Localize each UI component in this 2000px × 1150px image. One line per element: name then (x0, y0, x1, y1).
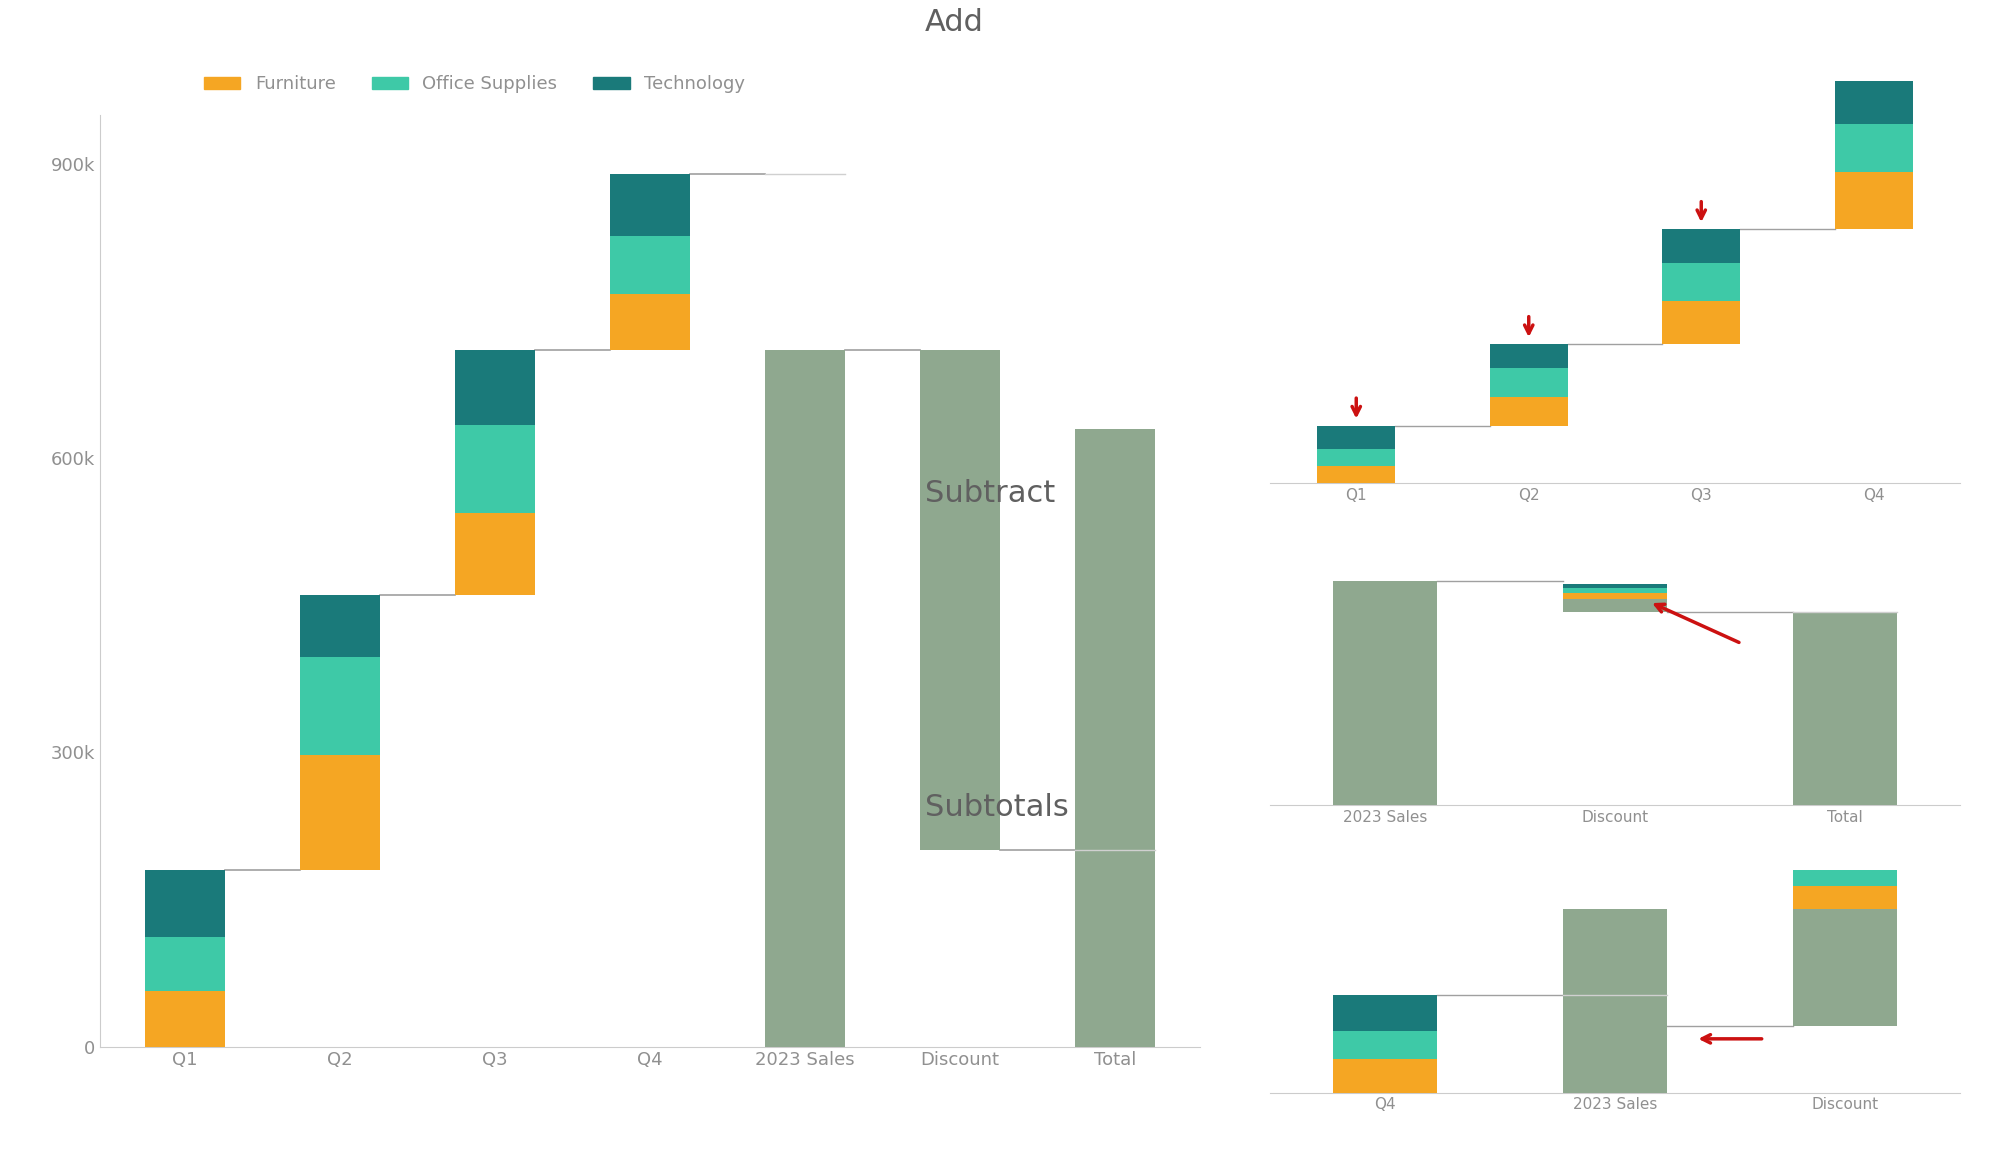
Text: Subtotals: Subtotals (924, 793, 1068, 822)
Bar (1794, 908, 1896, 1026)
Bar (1334, 996, 1436, 1032)
Bar (1564, 588, 1666, 593)
Bar (610, 236, 690, 294)
Bar (1662, 262, 1740, 301)
Bar (1564, 593, 1666, 599)
Bar (1834, 171, 1912, 229)
Bar (1834, 81, 1912, 123)
Bar (1318, 426, 1396, 448)
Bar (144, 871, 226, 937)
Bar (1318, 466, 1396, 483)
Text: Subtract: Subtract (924, 480, 1056, 508)
Bar (1662, 301, 1740, 344)
Bar (1662, 229, 1740, 262)
Bar (1564, 908, 1666, 1092)
Bar (454, 424, 536, 513)
Bar (1490, 397, 1568, 425)
Bar (454, 351, 536, 424)
Bar (1074, 429, 1156, 1046)
Text: Add: Add (924, 8, 984, 37)
Legend: Furniture, Office Supplies, Technology: Furniture, Office Supplies, Technology (198, 68, 752, 100)
Bar (610, 294, 690, 351)
Bar (1794, 886, 1896, 908)
Bar (1318, 448, 1396, 466)
Bar (1334, 581, 1436, 805)
Bar (610, 174, 690, 236)
Bar (144, 990, 226, 1046)
Bar (1334, 1032, 1436, 1059)
Bar (1794, 612, 1896, 805)
Bar (920, 351, 1000, 850)
Bar (1564, 599, 1666, 612)
Bar (764, 351, 846, 1046)
Bar (1834, 123, 1912, 171)
Bar (300, 596, 380, 658)
Bar (454, 513, 536, 596)
Bar (1564, 584, 1666, 588)
Bar (300, 756, 380, 871)
Bar (1334, 1059, 1436, 1092)
Bar (1490, 368, 1568, 397)
Bar (144, 937, 226, 990)
Bar (300, 658, 380, 756)
Bar (1794, 871, 1896, 886)
Bar (1490, 344, 1568, 368)
